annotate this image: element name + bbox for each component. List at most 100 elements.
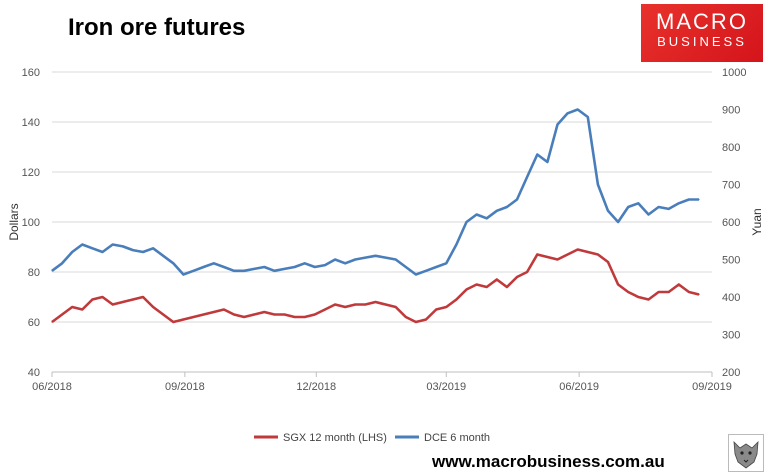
x-tick-label: 12/2018 bbox=[296, 381, 336, 393]
data-point-sgx bbox=[101, 296, 104, 298]
data-point-sgx bbox=[668, 291, 670, 293]
data-point-dce bbox=[395, 258, 397, 261]
data-point-sgx bbox=[516, 276, 518, 278]
data-point-dce bbox=[142, 251, 144, 253]
data-point-dce bbox=[122, 245, 124, 247]
data-point-dce bbox=[607, 210, 609, 212]
data-point-sgx bbox=[486, 286, 488, 288]
right-tick-label: 800 bbox=[722, 142, 740, 154]
data-point-dce bbox=[647, 213, 650, 216]
data-point-sgx bbox=[445, 306, 447, 308]
data-point-sgx bbox=[263, 311, 265, 313]
data-point-sgx bbox=[536, 253, 538, 256]
left-tick-label: 140 bbox=[22, 117, 40, 129]
data-point-sgx bbox=[364, 303, 366, 306]
data-point-dce bbox=[304, 262, 306, 264]
data-point-sgx bbox=[61, 313, 63, 316]
data-point-sgx bbox=[607, 261, 609, 263]
data-point-sgx bbox=[546, 256, 548, 258]
data-point-dce bbox=[101, 251, 104, 253]
series-layer bbox=[51, 108, 700, 324]
data-point-sgx bbox=[657, 291, 660, 293]
left-tick-label: 60 bbox=[28, 317, 40, 329]
left-tick-label: 80 bbox=[28, 267, 40, 279]
data-point-sgx bbox=[425, 318, 427, 321]
data-point-dce bbox=[566, 112, 569, 114]
right-tick-label: 300 bbox=[722, 330, 740, 342]
legend-label-sgx: SGX 12 month (LHS) bbox=[283, 432, 387, 444]
data-point-sgx bbox=[283, 313, 286, 316]
data-point-sgx bbox=[405, 316, 407, 318]
data-point-dce bbox=[577, 108, 579, 111]
data-point-sgx bbox=[81, 308, 83, 311]
right-tick-label: 600 bbox=[722, 217, 740, 229]
data-point-dce bbox=[152, 247, 154, 249]
data-point-sgx bbox=[577, 248, 579, 251]
data-point-dce bbox=[617, 221, 619, 223]
data-point-sgx bbox=[475, 283, 478, 286]
x-tick-label: 06/2019 bbox=[559, 381, 599, 393]
data-point-dce bbox=[385, 257, 387, 259]
data-point-dce bbox=[688, 198, 690, 201]
series-line-sgx bbox=[51, 248, 700, 324]
data-point-dce bbox=[324, 264, 326, 266]
data-point-sgx bbox=[678, 283, 680, 286]
data-point-sgx bbox=[91, 298, 94, 301]
data-point-dce bbox=[243, 270, 245, 272]
data-point-dce bbox=[637, 202, 639, 204]
data-point-sgx bbox=[142, 296, 144, 298]
legend: SGX 12 month (LHS) DCE 6 month bbox=[254, 432, 490, 444]
data-point-dce bbox=[273, 270, 276, 272]
data-point-sgx bbox=[587, 251, 589, 253]
x-tick-label: 06/2018 bbox=[32, 381, 72, 393]
right-axis-ticks: 200 300 400 500 600 700 800 900 1000 bbox=[722, 67, 746, 379]
data-point-dce bbox=[587, 116, 589, 118]
data-point-sgx bbox=[213, 311, 215, 313]
data-point-sgx bbox=[526, 271, 528, 273]
data-point-sgx bbox=[304, 316, 306, 318]
data-point-sgx bbox=[172, 321, 174, 323]
data-point-sgx bbox=[152, 306, 154, 308]
data-point-sgx bbox=[344, 306, 346, 308]
left-tick-label: 160 bbox=[22, 67, 40, 79]
data-point-sgx bbox=[465, 288, 468, 291]
data-point-sgx bbox=[253, 313, 255, 316]
data-point-sgx bbox=[627, 291, 629, 293]
data-point-dce bbox=[536, 153, 538, 156]
data-point-dce bbox=[263, 266, 265, 268]
data-point-dce bbox=[415, 273, 417, 276]
data-point-dce bbox=[364, 257, 366, 259]
x-tick-label: 09/2019 bbox=[692, 381, 732, 393]
data-point-sgx bbox=[637, 296, 639, 298]
data-point-dce bbox=[213, 262, 215, 264]
data-point-dce bbox=[526, 176, 528, 178]
data-point-dce bbox=[597, 183, 599, 186]
right-tick-label: 900 bbox=[722, 105, 740, 117]
data-point-dce bbox=[425, 270, 427, 272]
right-tick-label: 500 bbox=[722, 255, 740, 267]
website-url: www.macrobusiness.com.au bbox=[432, 452, 665, 471]
right-tick-label: 700 bbox=[722, 180, 740, 192]
data-point-sgx bbox=[71, 306, 73, 308]
data-point-sgx bbox=[617, 283, 619, 286]
data-point-sgx bbox=[385, 303, 387, 306]
data-point-dce bbox=[435, 266, 437, 268]
data-point-dce bbox=[233, 270, 235, 272]
data-point-sgx bbox=[566, 253, 569, 256]
data-point-dce bbox=[475, 213, 478, 216]
data-point-sgx bbox=[122, 301, 124, 303]
data-point-dce bbox=[223, 266, 225, 268]
data-point-dce bbox=[51, 270, 53, 272]
data-point-dce bbox=[496, 210, 498, 212]
data-point-dce bbox=[283, 268, 286, 270]
data-point-sgx bbox=[192, 316, 195, 318]
data-point-dce bbox=[91, 247, 94, 249]
data-point-sgx bbox=[273, 313, 276, 316]
data-point-dce bbox=[405, 266, 407, 268]
data-point-dce bbox=[506, 206, 508, 208]
data-point-dce bbox=[486, 217, 488, 219]
data-point-sgx bbox=[415, 321, 417, 323]
data-point-sgx bbox=[294, 316, 296, 318]
data-point-sgx bbox=[354, 303, 356, 306]
data-point-sgx bbox=[314, 313, 316, 316]
